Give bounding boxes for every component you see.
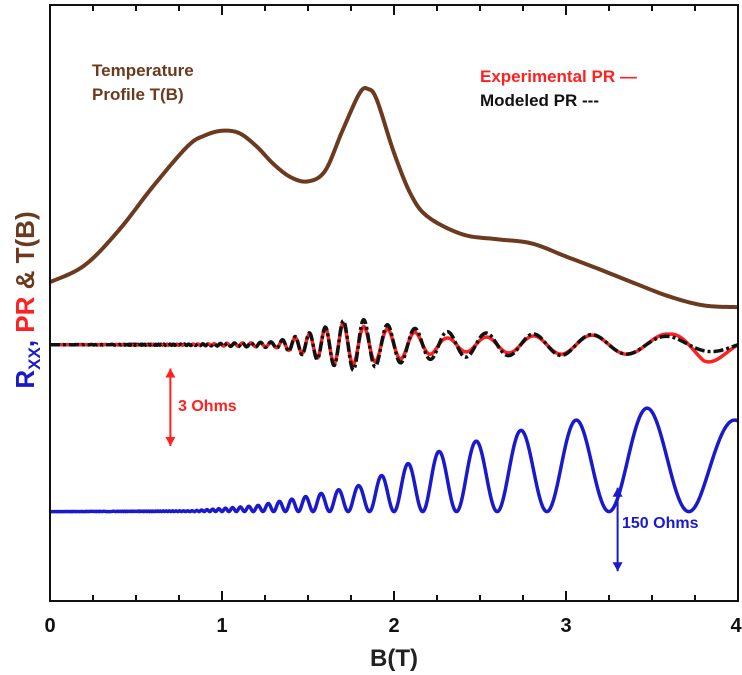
- hundred-fifty-ohms-scale-bar-arrowhead-bottom: [612, 562, 623, 572]
- temperature-profile-label: Temperature Profile T(B): [92, 61, 198, 104]
- x-tick-label-1: 1: [216, 615, 227, 637]
- x-tick-label-2: 2: [388, 615, 399, 637]
- three-ohms-label: 3 Ohms: [178, 398, 237, 415]
- three-ohms-scale-bar-arrowhead-bottom: [165, 437, 176, 447]
- hundred-fifty-ohms-scale-bar-arrowhead-top: [612, 487, 623, 497]
- legend-experimental-pr: Experimental PR —: [480, 67, 637, 86]
- series-layer: [49, 86, 739, 514]
- x-tick-label-4: 4: [730, 615, 742, 637]
- x-tick-label-3: 3: [560, 615, 571, 637]
- three-ohms-scale-bar-arrowhead-top: [165, 368, 176, 378]
- x-axis-label: B(T): [370, 645, 418, 672]
- temperature-label-line-1: Temperature: [92, 61, 194, 80]
- series-line-modeled-pr: [49, 317, 739, 372]
- hundred-fifty-ohms-label: 150 Ohms: [622, 515, 699, 532]
- series-line-rxx: [49, 406, 739, 514]
- y-label-tb: T(B): [10, 211, 40, 263]
- y-label-pr: PR: [10, 296, 40, 332]
- temperature-label-line-2: Profile T(B): [92, 85, 184, 104]
- y-label-r: R: [10, 370, 40, 389]
- scale-bars: [165, 368, 623, 572]
- legend-modeled-pr: Modeled PR ---: [480, 91, 599, 110]
- y-axis-label: RXX, PR & T(B): [10, 211, 44, 388]
- y-label-comma: ,: [10, 333, 40, 347]
- y-label-amp: &: [10, 263, 40, 296]
- plot-frame: [49, 4, 739, 602]
- y-label-xx: XX: [25, 347, 44, 370]
- x-tick-label-0: 0: [44, 615, 55, 637]
- series-line-temperature-profile-t-b-: [49, 86, 739, 310]
